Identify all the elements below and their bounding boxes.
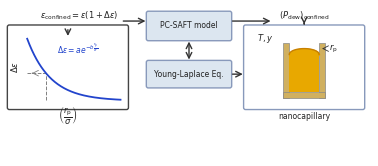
Text: $T, y$: $T, y$ — [257, 32, 274, 45]
Text: PC-SAFT model: PC-SAFT model — [160, 21, 218, 31]
Text: nanocapillary: nanocapillary — [278, 112, 330, 121]
Bar — [283, 43, 289, 98]
FancyBboxPatch shape — [146, 60, 232, 88]
Text: $\left(\dfrac{r_{\rm p}}{\sigma}\right)$: $\left(\dfrac{r_{\rm p}}{\sigma}\right)$ — [58, 104, 78, 126]
Text: $r_{\rm p}$: $r_{\rm p}$ — [329, 42, 338, 55]
Bar — [289, 54, 319, 92]
Text: Young-Laplace Eq.: Young-Laplace Eq. — [154, 70, 224, 79]
FancyBboxPatch shape — [243, 25, 365, 110]
Text: $(P_{\rm dew})_{\rm confined}$: $(P_{\rm dew})_{\rm confined}$ — [279, 10, 330, 22]
Text: $\Delta\varepsilon$: $\Delta\varepsilon$ — [9, 61, 20, 73]
Text: $\Delta\varepsilon = ae^{-b\frac{r_{\rm p}}{\sigma}}$: $\Delta\varepsilon = ae^{-b\frac{r_{\rm … — [57, 42, 99, 56]
Bar — [319, 43, 325, 98]
Text: $\varepsilon_{\rm confined} = \varepsilon(1 + \Delta\varepsilon)$: $\varepsilon_{\rm confined} = \varepsilo… — [40, 10, 118, 22]
FancyBboxPatch shape — [146, 11, 232, 41]
FancyBboxPatch shape — [7, 25, 129, 110]
Bar — [283, 92, 325, 98]
